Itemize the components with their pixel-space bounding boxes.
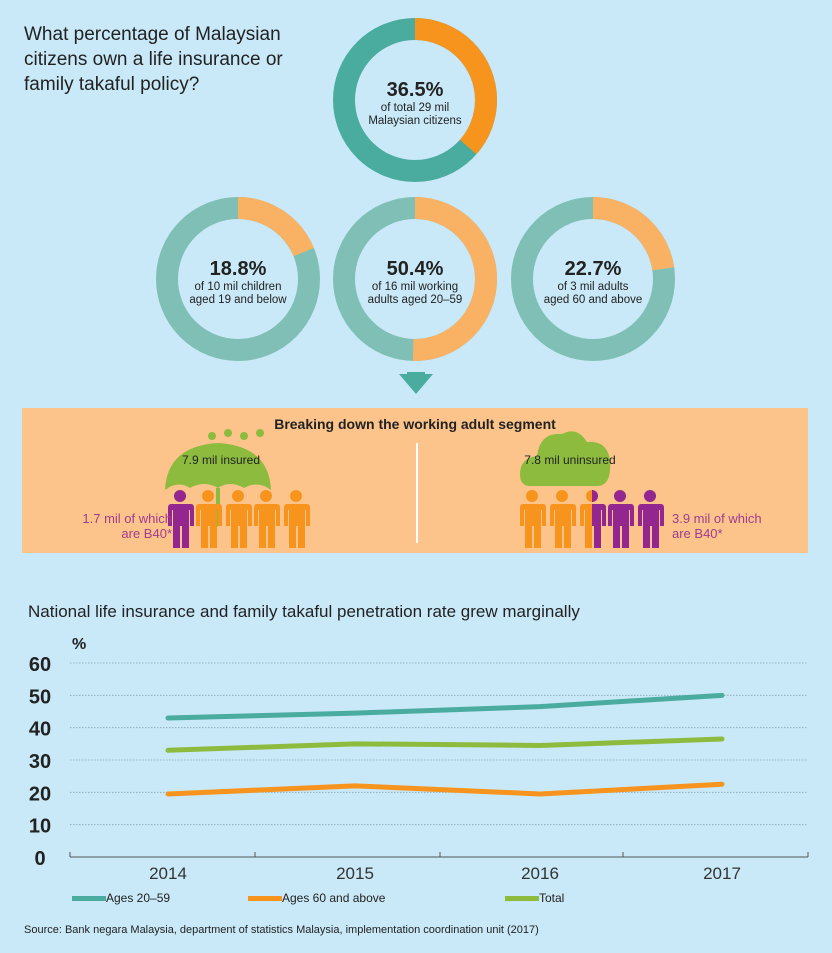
- question-heading: What percentage of Malaysian citizens ow…: [24, 24, 283, 95]
- y-tick-label: 50: [29, 686, 51, 708]
- arrow-down-icon: [399, 374, 433, 394]
- uninsured-b40-note: 3.9 mil of which are B40*: [672, 511, 762, 541]
- people-illustration: [165, 429, 664, 548]
- person-icon: [520, 490, 546, 548]
- y-axis-unit: %: [72, 636, 87, 653]
- y-tick-label: 60: [29, 654, 51, 676]
- person-icon: [168, 490, 194, 548]
- donut-share-arc: [156, 197, 320, 361]
- person-icon: [580, 490, 606, 548]
- y-tick-label: 10: [29, 816, 51, 838]
- y-tick-label: 40: [29, 719, 51, 741]
- legend-label: Ages 60 and above: [282, 891, 386, 905]
- x-tick-label: 2014: [149, 864, 187, 883]
- donut-label: 22.7% of 3 mil adults aged 60 and above: [543, 258, 643, 306]
- donut-label: 36.5% of total 29 mil Malaysian citizens: [368, 79, 462, 127]
- working-adult-breakdown: Breaking down the working adult segment …: [22, 408, 808, 553]
- person-icon: [254, 490, 280, 548]
- person-icon: [196, 490, 222, 548]
- breakdown-title: Breaking down the working adult segment: [274, 416, 556, 432]
- donut-2: [333, 197, 497, 361]
- legend-swatch: [505, 896, 539, 901]
- legend-label: Total: [539, 891, 565, 905]
- legend-swatch: [72, 896, 106, 901]
- source-note: Source: Bank negara Malaysia, department…: [24, 924, 539, 936]
- y-tick-label: 20: [29, 783, 51, 805]
- donut-share-arc: [333, 18, 497, 182]
- person-icon: [284, 490, 310, 548]
- person-icon: [608, 490, 634, 548]
- donut-3: [511, 197, 675, 361]
- line-chart: 0 10 20 30 40 50 60 2014 2015 2016 2017: [29, 654, 809, 883]
- insured-b40-note: 1.7 mil of which are B40*: [82, 511, 172, 541]
- divider: [416, 443, 418, 543]
- series-line-0: [165, 692, 725, 721]
- donut-label: 50.4% of 16 mil working adults aged 20–59: [367, 258, 463, 306]
- person-icon: [638, 490, 664, 548]
- y-tick-label: 0: [34, 848, 45, 870]
- legend-swatch: [248, 896, 282, 901]
- uninsured-label: 7.8 mil uninsured: [524, 453, 616, 467]
- person-icon: [550, 490, 576, 548]
- series-line-2: [165, 736, 725, 753]
- legend-label: Ages 20–59: [106, 891, 171, 905]
- donut-share-arc: [333, 197, 497, 361]
- cloud-icon: [520, 431, 611, 486]
- x-tick-label: 2017: [703, 864, 741, 883]
- donut-share-arc: [511, 197, 675, 361]
- person-icon: [226, 490, 252, 548]
- series-line-1: [165, 781, 725, 797]
- donut-label: 18.8% of 10 mil children aged 19 and below: [189, 258, 287, 306]
- x-tick-label: 2015: [336, 864, 374, 883]
- donut-0: [333, 18, 497, 182]
- y-tick-label: 30: [29, 751, 51, 773]
- chart-title: National life insurance and family takaf…: [28, 602, 580, 621]
- insured-label: 7.9 mil insured: [181, 453, 261, 467]
- donut-1: [156, 197, 320, 361]
- x-tick-label: 2016: [521, 864, 559, 883]
